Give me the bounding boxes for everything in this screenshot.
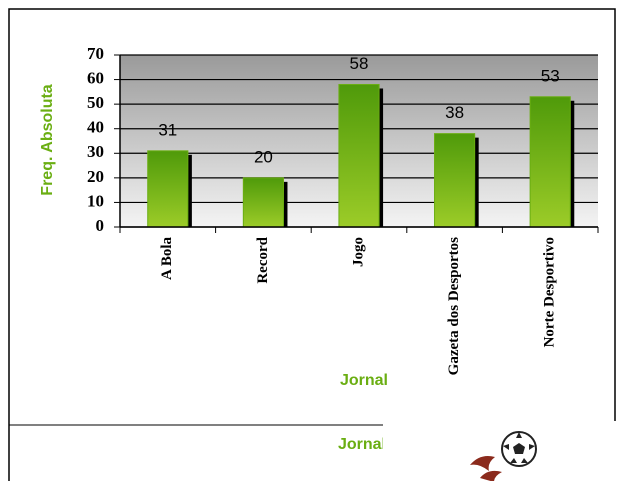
x-tick-label: Record xyxy=(255,236,271,283)
data-label: 53 xyxy=(541,66,560,85)
data-label: 20 xyxy=(254,147,273,166)
y-tick-label: 10 xyxy=(87,191,104,210)
page: 0 10 20 30 40 50 60 70 31 A Bola 20 Record 58 Jogo 38 G… xyxy=(0,0,624,481)
data-label: 58 xyxy=(350,54,369,73)
y-tick-label: 30 xyxy=(87,142,104,161)
bar xyxy=(435,134,475,227)
y-tick-label: 50 xyxy=(87,93,104,112)
footer-label: Jornal xyxy=(338,436,386,453)
x-axis-title: Jornal xyxy=(340,372,388,389)
data-label: 38 xyxy=(445,103,464,122)
bar xyxy=(148,151,188,227)
y-tick-label: 0 xyxy=(96,216,105,235)
x-tick-label: Gazeta dos Desportos xyxy=(446,237,462,375)
x-tick-label: Jogo xyxy=(350,237,366,267)
bar xyxy=(530,97,570,227)
y-tick-label: 40 xyxy=(87,118,104,137)
bar xyxy=(339,84,379,227)
bar xyxy=(243,178,283,227)
logo xyxy=(383,421,624,481)
data-label: 31 xyxy=(158,120,177,139)
y-tick-label: 60 xyxy=(87,68,104,87)
y-tick-label: 70 xyxy=(87,44,104,63)
x-tick-label: A Bola xyxy=(159,237,175,280)
x-tick-label: Norte Desportivo xyxy=(542,237,558,347)
y-axis-title: Freq. Absoluta xyxy=(39,84,56,196)
y-tick-label: 20 xyxy=(87,167,104,186)
